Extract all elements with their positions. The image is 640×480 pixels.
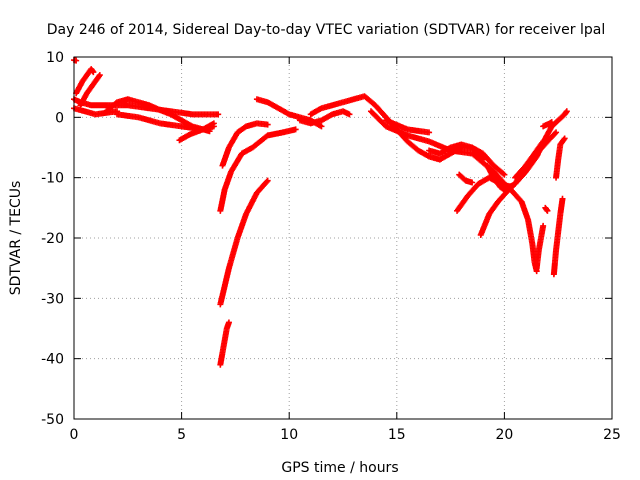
data-point bbox=[263, 178, 270, 185]
data-point bbox=[561, 135, 568, 142]
series-pass-26 bbox=[550, 195, 566, 278]
y-tick-label: -40 bbox=[41, 352, 64, 368]
series-pass-9 bbox=[217, 126, 299, 214]
y-tick-label: -50 bbox=[41, 412, 64, 428]
data-point bbox=[225, 319, 232, 326]
series-pass-25 bbox=[533, 222, 547, 272]
y-tick-label: -20 bbox=[41, 231, 64, 247]
series-pass-5 bbox=[71, 105, 121, 118]
data-point bbox=[346, 111, 353, 118]
series-pass-4 bbox=[77, 72, 103, 109]
series-pass-17 bbox=[383, 117, 433, 136]
data-point bbox=[479, 156, 486, 163]
series-pass-12 bbox=[217, 319, 232, 368]
y-tick-label: 0 bbox=[55, 110, 64, 126]
data-point bbox=[210, 123, 217, 130]
data-point bbox=[318, 123, 325, 130]
series-pass-11 bbox=[217, 177, 271, 308]
y-tick-label: 10 bbox=[46, 50, 64, 66]
x-tick-label: 25 bbox=[603, 427, 621, 443]
data-point bbox=[426, 129, 433, 136]
data-point bbox=[469, 179, 476, 186]
data-point bbox=[553, 129, 560, 136]
data-point bbox=[500, 170, 507, 177]
series-pass-14 bbox=[296, 108, 353, 127]
series-pass-3 bbox=[73, 66, 97, 97]
y-tick-label: -30 bbox=[41, 291, 64, 307]
series-pass-24 bbox=[512, 138, 547, 181]
data-point bbox=[292, 126, 299, 133]
series-pass-28 bbox=[548, 108, 570, 130]
data-point bbox=[264, 177, 271, 184]
chart-title: Day 246 of 2014, Sidereal Day-to-day VTE… bbox=[47, 22, 605, 38]
series-pass-30 bbox=[540, 119, 555, 130]
series-pass-19 bbox=[456, 171, 476, 186]
data-point bbox=[96, 72, 103, 79]
data-point bbox=[264, 121, 271, 128]
data-point bbox=[559, 195, 566, 202]
series-pass-2 bbox=[71, 57, 80, 64]
data-point bbox=[540, 138, 547, 145]
x-tick-label: 5 bbox=[177, 427, 186, 443]
series-pass-10 bbox=[219, 120, 271, 169]
data-point bbox=[215, 111, 222, 118]
data-point bbox=[90, 69, 97, 76]
data-points bbox=[71, 57, 570, 368]
x-tick-label: 10 bbox=[280, 427, 298, 443]
x-axis-label: GPS time / hours bbox=[281, 460, 398, 476]
x-tick-label: 0 bbox=[70, 427, 79, 443]
axis-ticks: 0 5 10 15 20 25 10 0 -10 -20 -30 -40 -50 bbox=[41, 50, 621, 443]
series-pass-18 bbox=[426, 141, 486, 163]
series-pass-27 bbox=[553, 135, 568, 181]
data-point bbox=[501, 171, 508, 178]
data-point bbox=[548, 119, 555, 126]
series-pass-29 bbox=[542, 204, 551, 214]
y-tick-label: -10 bbox=[41, 171, 64, 187]
data-point bbox=[478, 155, 485, 162]
x-tick-label: 20 bbox=[495, 427, 513, 443]
series-pass-8 bbox=[176, 123, 217, 144]
data-point bbox=[540, 222, 547, 229]
y-axis-label: SDTVAR / TECUs bbox=[8, 181, 24, 296]
data-point bbox=[563, 108, 570, 115]
data-point bbox=[551, 130, 558, 137]
data-point bbox=[544, 207, 551, 214]
x-tick-label: 15 bbox=[388, 427, 406, 443]
